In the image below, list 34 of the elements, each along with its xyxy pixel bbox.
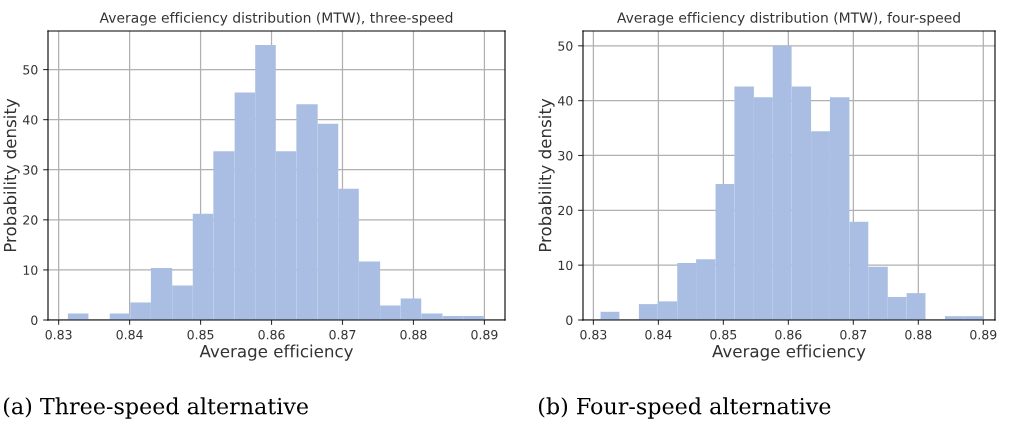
x-tick-label: 0.84 (645, 329, 672, 340)
chart-title: Average efficiency distribution (MTW), three-speed (99, 12, 453, 26)
chart-title: Average efficiency distribution (MTW), four-speed (617, 12, 960, 26)
x-axis-title: Average efficiency (712, 344, 866, 361)
x-axis-title: Average efficiency (199, 344, 353, 361)
x-tick-label: 0.87 (840, 329, 867, 340)
y-tick-label: 20 (558, 205, 573, 216)
x-tick-label: 0.85 (187, 329, 214, 340)
y-tick-label: 30 (23, 165, 38, 175)
x-tick-label: 0.89 (471, 329, 498, 340)
x-tick-label: 0.86 (775, 329, 802, 340)
y-tick-label: 10 (558, 260, 573, 271)
y-tick-label: 0 (566, 315, 573, 325)
x-tick-label: 0.85 (710, 329, 737, 340)
x-tick-label: 0.88 (905, 329, 932, 340)
x-tick-label: 0.88 (400, 329, 427, 340)
y-tick-label: 20 (23, 215, 38, 225)
y-tick-label: 40 (557, 96, 573, 106)
text: (a) Three-speed alternative (3, 397, 308, 419)
x-tick-label: 0.84 (116, 329, 143, 340)
y-tick-label: 50 (558, 41, 573, 51)
y-tick-label: 0 (31, 315, 38, 325)
x-tick-label: 0.87 (329, 329, 356, 340)
x-tick-label: 0.83 (580, 329, 607, 340)
y-axis-title: Probability density (3, 98, 20, 252)
y-axis-title: Probability density (538, 98, 555, 252)
x-tick-label: 0.89 (970, 329, 997, 340)
y-tick-label: 30 (558, 150, 573, 161)
x-tick-label: 0.83 (45, 329, 72, 340)
y-tick-label: 10 (23, 265, 38, 275)
y-tick-label: 40 (22, 115, 38, 125)
y-tick-label: 50 (23, 65, 38, 75)
x-tick-label: 0.86 (258, 329, 285, 340)
text: (b) Four-speed alternative (538, 397, 831, 419)
